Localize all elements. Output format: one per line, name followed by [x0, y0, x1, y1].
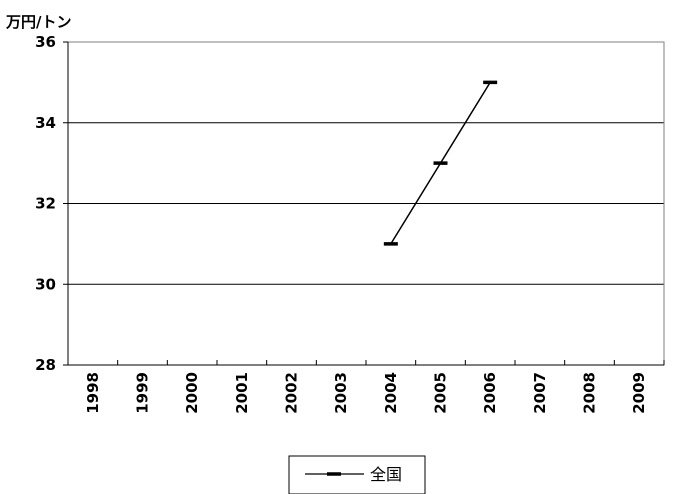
x-tick-label-2006: 2006 [481, 372, 499, 414]
x-tick-label-1999: 1999 [134, 372, 152, 414]
y-tick-label-30: 30 [35, 275, 56, 293]
x-tick-label-2002: 2002 [283, 372, 301, 414]
axes [63, 41, 665, 366]
y-tick-label-32: 32 [35, 195, 56, 213]
x-tick-label-2008: 2008 [581, 372, 599, 414]
y-axis-unit-label: 万円/トン [5, 13, 71, 31]
x-tick-label-1998: 1998 [84, 372, 102, 414]
x-tick-label-2007: 2007 [531, 372, 549, 414]
legend-label-zenkoku: 全国 [370, 465, 402, 484]
x-tick-label-2005: 2005 [432, 372, 450, 414]
y-tick-label-34: 34 [35, 114, 56, 132]
x-tick-label-2004: 2004 [382, 372, 400, 414]
x-tick-labels: 1998 1999 2000 2001 2002 2003 2004 2005 2006 2007… [84, 372, 648, 414]
y-tick-label-28: 28 [35, 356, 56, 374]
legend: 全国 [288, 455, 426, 494]
x-tick-label-2009: 2009 [630, 372, 648, 414]
x-tick-label-2000: 2000 [183, 372, 201, 414]
y-tick-label-36: 36 [35, 33, 56, 51]
gridlines [68, 122, 664, 285]
y-tick-labels: 28 30 32 34 36 [35, 33, 56, 374]
series-zenkoku [383, 80, 498, 246]
x-tick-label-2003: 2003 [332, 372, 350, 414]
legend-box [288, 455, 426, 494]
x-tick-label-2001: 2001 [233, 372, 251, 414]
